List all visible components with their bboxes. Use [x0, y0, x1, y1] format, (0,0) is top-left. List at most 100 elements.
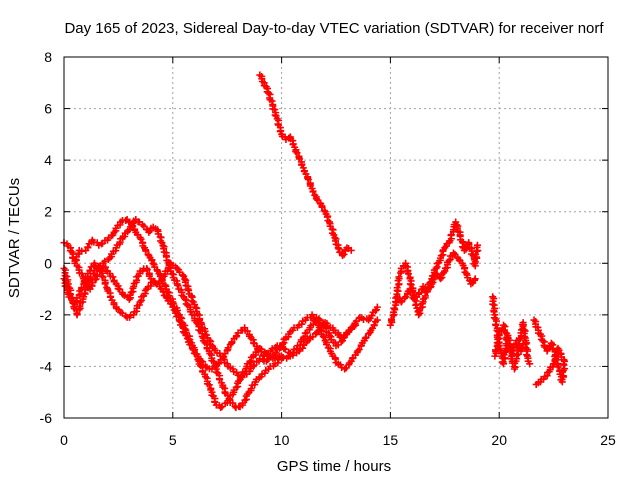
data-point — [188, 297, 196, 305]
data-point — [296, 341, 304, 349]
x-tick-label: 20 — [491, 432, 507, 448]
y-tick-label: -4 — [40, 358, 53, 374]
data-point — [179, 328, 187, 336]
data-point — [519, 322, 527, 330]
data-point — [109, 273, 117, 281]
data-point — [400, 294, 408, 302]
series-track-4 — [73, 259, 381, 381]
data-point — [271, 111, 279, 119]
data-point — [445, 257, 453, 265]
data-point — [404, 270, 412, 278]
data-point — [523, 351, 531, 359]
data-point — [471, 258, 479, 266]
x-tick-label: 25 — [600, 432, 616, 448]
x-tick-label: 15 — [383, 432, 399, 448]
data-point — [76, 302, 84, 310]
data-point — [292, 147, 300, 155]
series-track-10 — [530, 316, 569, 388]
data-point — [489, 300, 497, 308]
data-point — [178, 271, 186, 279]
data-point — [428, 280, 436, 288]
data-point — [206, 336, 214, 344]
y-tick-label: 0 — [44, 255, 52, 271]
data-point — [390, 304, 398, 312]
data-point — [181, 295, 189, 303]
data-point — [197, 320, 205, 328]
data-point — [500, 321, 508, 329]
series-track-6 — [386, 218, 482, 329]
data-point — [337, 338, 345, 346]
data-point — [325, 331, 333, 339]
data-point — [361, 334, 369, 342]
y-tick-label: 4 — [44, 152, 52, 168]
data-point — [172, 309, 180, 317]
data-point — [159, 288, 167, 296]
data-point — [532, 380, 540, 388]
data-point — [78, 284, 86, 292]
y-axis-title: SDTVAR / TECUs — [6, 178, 23, 298]
series-track-7 — [393, 249, 479, 306]
data-point — [278, 340, 286, 348]
data-point — [205, 381, 213, 389]
data-point — [472, 251, 480, 259]
data-point — [450, 249, 458, 257]
data-point — [518, 343, 526, 351]
y-tick-label: 6 — [44, 101, 52, 117]
data-point — [520, 333, 528, 341]
data-point — [471, 275, 479, 283]
data-point — [395, 273, 403, 281]
data-point — [289, 349, 297, 357]
data-point — [436, 275, 444, 283]
data-point — [247, 384, 255, 392]
data-point — [161, 281, 169, 289]
data-point — [492, 346, 500, 354]
data-point — [86, 266, 94, 274]
data-point — [249, 362, 257, 370]
data-point — [354, 347, 362, 355]
data-point — [513, 351, 521, 359]
series-track-8 — [489, 293, 534, 373]
data-point — [101, 280, 109, 288]
data-point — [174, 281, 182, 289]
x-axis-title: GPS time / hours — [277, 458, 391, 475]
x-tick-label: 0 — [60, 432, 68, 448]
series-track-2 — [60, 215, 381, 412]
data-point — [217, 404, 225, 412]
data-point — [265, 89, 273, 97]
x-tick-label: 10 — [274, 432, 290, 448]
data-point — [78, 270, 86, 278]
data-point — [93, 271, 101, 279]
series-track-5 — [256, 71, 355, 260]
data-point — [173, 264, 181, 272]
plot-frame — [63, 56, 609, 419]
data-point — [347, 246, 355, 254]
data-point — [501, 348, 509, 356]
data-point — [268, 345, 276, 353]
data-marks — [60, 71, 569, 412]
y-tick-label: 8 — [44, 49, 52, 65]
data-point — [149, 259, 157, 267]
y-tick-label: 2 — [44, 204, 52, 220]
data-point — [539, 337, 547, 345]
data-point — [310, 314, 318, 322]
data-point — [521, 337, 529, 345]
data-point — [499, 358, 507, 366]
data-point — [473, 241, 481, 249]
x-tick-label: 5 — [169, 432, 177, 448]
y-tick-label: -6 — [40, 410, 53, 426]
data-point — [312, 329, 320, 337]
data-point — [141, 287, 149, 295]
data-point — [197, 357, 205, 365]
series-track-9 — [491, 321, 529, 360]
data-point — [350, 322, 358, 330]
data-point — [312, 195, 320, 203]
axes: 0 5 10 15 20 25 -6 -4 -2 0 2 4 6 8 — [40, 49, 616, 448]
data-point — [373, 316, 381, 324]
y-tick-label: -2 — [40, 307, 53, 323]
data-point — [122, 217, 130, 225]
data-point — [388, 315, 396, 323]
data-point — [352, 321, 360, 329]
data-point — [246, 358, 254, 366]
data-point — [170, 306, 178, 314]
data-point — [340, 250, 348, 258]
